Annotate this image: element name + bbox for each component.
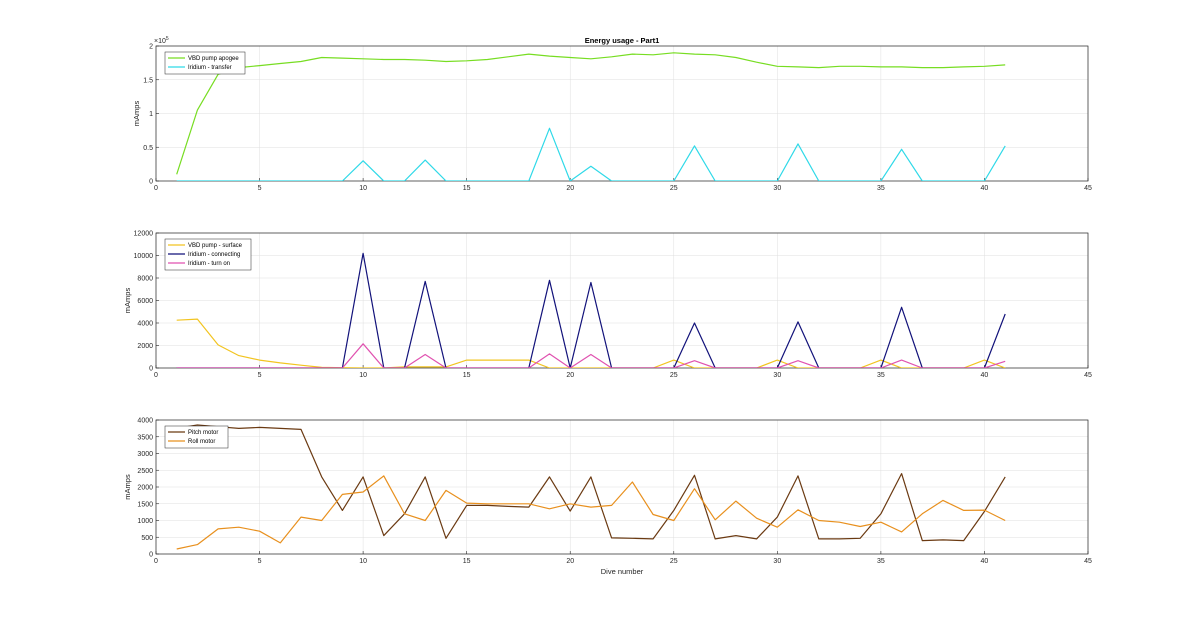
series-line-2 <box>176 252 1006 368</box>
x-tick-label: 25 <box>670 185 678 192</box>
chart-title: Energy usage - Part1 <box>585 36 660 45</box>
legend-label: VBD pump apogee <box>188 56 239 62</box>
x-tick-label: 5 <box>258 185 262 192</box>
x-tick-label: 15 <box>463 185 471 192</box>
x-tick-label: 20 <box>566 185 574 192</box>
legend-label: Iridium - transfer <box>188 65 232 71</box>
y-tick-label: 3000 <box>137 451 153 458</box>
legend-label: VBD pump - surface <box>188 243 243 249</box>
series-line-2 <box>176 475 1006 550</box>
subplot-2: 0 5 10 15 20 25 30 35 40 45 0 2000 4000 6000 8000 10000… <box>123 231 1092 380</box>
y-tick-label: 2000 <box>137 343 153 350</box>
x-tick-label: 15 <box>463 558 471 565</box>
y-tick-label: 8000 <box>137 276 153 283</box>
x-tick-label: 30 <box>773 558 781 565</box>
y-tick-label: 10000 <box>134 253 154 260</box>
y-axis-label: mAmps <box>123 474 132 500</box>
x-tick-label: 20 <box>566 372 574 379</box>
x-tick-label: 0 <box>154 558 158 565</box>
x-tick-label: 30 <box>773 185 781 192</box>
y-tick-label: 1.5 <box>143 77 153 84</box>
x-tick-label: 35 <box>877 185 885 192</box>
x-tick-label: 10 <box>359 558 367 565</box>
x-axis-label: Dive number <box>601 567 644 576</box>
x-tick-label: 45 <box>1084 372 1092 379</box>
x-tick-label: 5 <box>258 372 262 379</box>
y-tick-label: 2 <box>149 44 153 51</box>
x-tick-label: 40 <box>981 558 989 565</box>
y-tick-label: 12000 <box>134 231 154 238</box>
y-tick-label: 1000 <box>137 518 153 525</box>
y-tick-label: 1500 <box>137 501 153 508</box>
y-tick-label: 0 <box>149 179 153 186</box>
legend-label: Roll motor <box>188 439 215 445</box>
x-tick-label: 15 <box>463 372 471 379</box>
y-tick-label: 2500 <box>137 468 153 475</box>
x-tick-label: 0 <box>154 372 158 379</box>
y-tick-label: 3500 <box>137 434 153 441</box>
subplot-3: 0 5 10 15 20 25 30 35 40 45 0 500 1000 1500 2000 2500 30… <box>123 418 1092 577</box>
y-tick-label: 1 <box>149 111 153 118</box>
x-tick-label: 40 <box>981 372 989 379</box>
legend-label: Iridium - turn on <box>188 261 230 267</box>
series-line-1 <box>176 424 1006 542</box>
x-tick-label: 25 <box>670 558 678 565</box>
x-tick-label: 45 <box>1084 558 1092 565</box>
y-axis-label: mAmps <box>132 101 141 127</box>
y-exponent-label: ×105 <box>154 36 169 45</box>
y-tick-label: 6000 <box>137 298 153 305</box>
x-tick-label: 5 <box>258 558 262 565</box>
y-tick-label: 0.5 <box>143 145 153 152</box>
x-tick-label: 0 <box>154 185 158 192</box>
x-tick-label: 45 <box>1084 185 1092 192</box>
subplot-1: 0 5 10 15 20 25 30 35 40 45 0 0.5 1 1.5 2×105 Energy us… <box>132 36 1092 192</box>
series-line-1 <box>176 318 1006 368</box>
y-tick-label: 0 <box>149 552 153 559</box>
subplot-panels: 0 5 10 15 20 25 30 35 40 45 0 0.5 1 1.5 2×105 Energy us… <box>123 36 1092 576</box>
x-tick-label: 30 <box>773 372 781 379</box>
x-tick-label: 40 <box>981 185 989 192</box>
x-tick-label: 35 <box>877 372 885 379</box>
x-tick-label: 35 <box>877 558 885 565</box>
x-tick-label: 20 <box>566 558 574 565</box>
series-line-2 <box>176 127 1006 181</box>
series-line-3 <box>176 343 1006 368</box>
series-line-1 <box>176 52 1006 175</box>
y-tick-label: 0 <box>149 366 153 373</box>
legend-label: Iridium - connecting <box>188 252 240 258</box>
x-tick-label: 10 <box>359 185 367 192</box>
legend-label: Pitch motor <box>188 430 218 436</box>
x-tick-label: 10 <box>359 372 367 379</box>
y-tick-label: 4000 <box>137 418 153 425</box>
y-tick-label: 2000 <box>137 485 153 492</box>
y-tick-label: 500 <box>141 535 153 542</box>
y-tick-label: 4000 <box>137 321 153 328</box>
x-tick-label: 25 <box>670 372 678 379</box>
y-axis-label: mAmps <box>123 288 132 314</box>
